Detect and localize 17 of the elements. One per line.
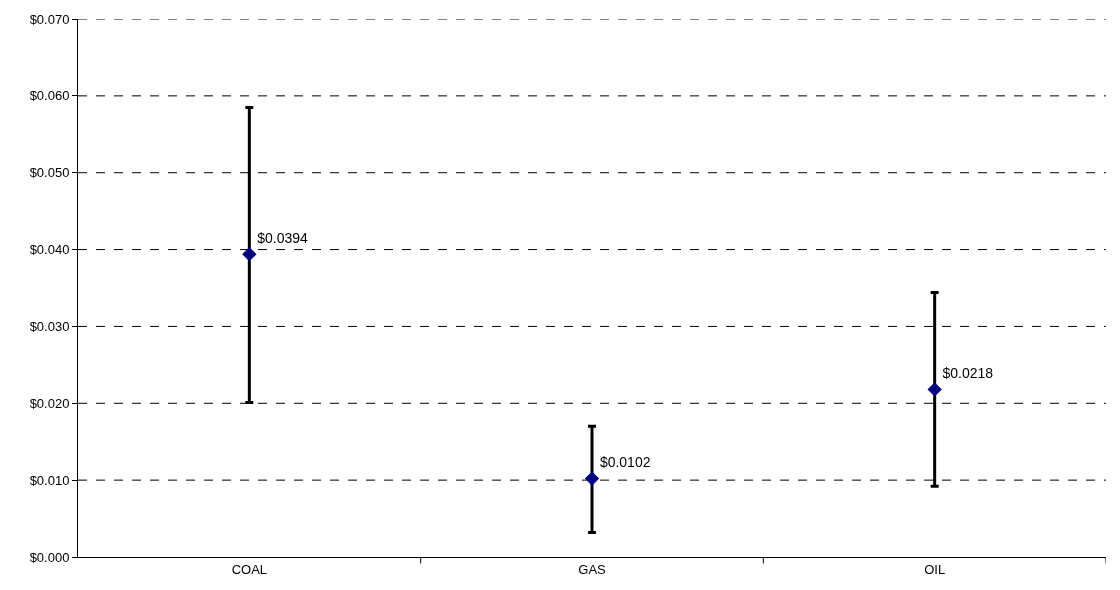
point <box>927 382 942 397</box>
point <box>584 471 600 486</box>
x-tick-label: COAL <box>231 561 268 577</box>
point <box>242 247 257 262</box>
y-tick-label: $0.010 <box>29 472 70 488</box>
y-tick-label: $0.030 <box>29 318 70 334</box>
y-tick-label: $0.050 <box>29 165 70 181</box>
x-tick-label: GAS <box>578 561 607 577</box>
y-tick-label: $0.060 <box>29 88 70 104</box>
x-tick-label: OIL <box>924 561 946 577</box>
data-label: $0.0102 <box>599 454 651 471</box>
y-tick-label: $0.020 <box>29 395 70 411</box>
y-tick-label: $0.070 <box>29 11 70 27</box>
data-label: $0.0394 <box>257 229 309 246</box>
y-tick-label: $0.000 <box>29 549 70 565</box>
data-label: $0.0218 <box>942 365 994 382</box>
y-tick-label: $0.040 <box>29 242 70 258</box>
